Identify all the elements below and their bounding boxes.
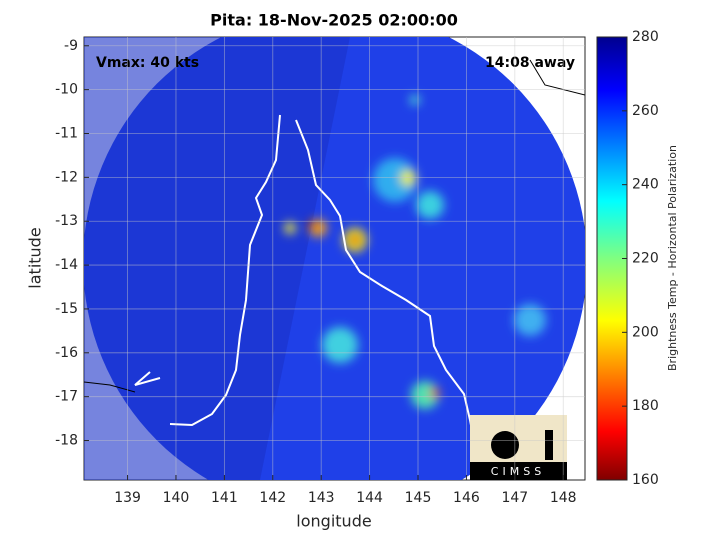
- outer-coastline: [84, 59, 585, 393]
- colorbar-tick-label: 200: [632, 324, 659, 340]
- colorbar-tick-label: 220: [632, 251, 659, 267]
- x-tick-label: 140: [163, 490, 190, 506]
- x-tick-label: 148: [550, 490, 577, 506]
- x-tick-label: 141: [211, 490, 238, 506]
- x-tick-label: 139: [114, 490, 141, 506]
- colorbar-tick-label: 240: [632, 177, 659, 193]
- y-tick-label: -16: [55, 345, 78, 361]
- vmax-label: Vmax: 40 kts: [96, 55, 199, 71]
- y-tick-label: -18: [55, 433, 78, 449]
- colorbar-tick-label: 280: [632, 29, 659, 45]
- logo-text: CIMSS: [491, 465, 545, 478]
- colorbar-tick-label: 260: [632, 103, 659, 119]
- x-tick-label: 145: [405, 490, 432, 506]
- x-tick-label: 142: [259, 490, 286, 506]
- y-tick-label: -12: [55, 169, 78, 185]
- x-axis-label: longitude: [296, 512, 371, 531]
- swath: [84, 37, 585, 480]
- colorbar-tick-label: 160: [632, 472, 659, 488]
- colorbar-label: Brightness Temp - Horizontal Polarizatio…: [666, 145, 679, 371]
- y-tick-label: -11: [55, 125, 78, 141]
- y-tick-label: -14: [55, 257, 78, 273]
- logo: CIMSS: [470, 415, 567, 480]
- coastline: [134, 114, 477, 453]
- x-tick-label: 144: [356, 490, 383, 506]
- time-away-label: 14:08 away: [485, 55, 575, 71]
- y-axis-label: latitude: [26, 227, 45, 288]
- x-tick-label: 147: [501, 490, 528, 506]
- x-tick-label: 146: [453, 490, 480, 506]
- y-tick-label: -9: [64, 38, 78, 54]
- chart-title: Pita: 18-Nov-2025 02:00:00: [210, 11, 458, 30]
- x-tick-label: 143: [308, 490, 335, 506]
- y-tick-label: -10: [55, 82, 78, 98]
- y-tick-label: -15: [55, 301, 78, 317]
- y-tick-label: -13: [55, 213, 78, 229]
- y-tick-label: -17: [55, 389, 78, 405]
- colorbar-tick-label: 180: [632, 398, 659, 414]
